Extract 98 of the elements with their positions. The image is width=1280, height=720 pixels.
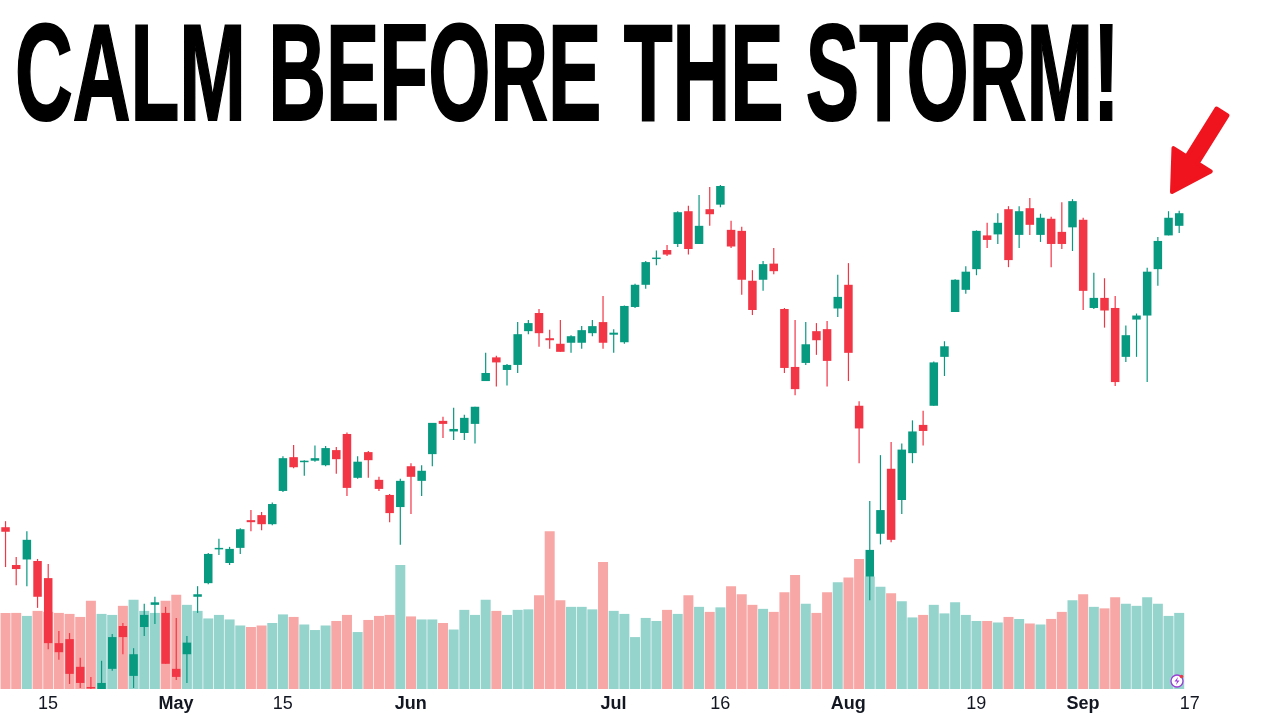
candlestick xyxy=(481,352,490,382)
candlestick xyxy=(310,444,320,463)
candlestick xyxy=(918,410,928,447)
candlestick xyxy=(11,556,21,586)
bar xyxy=(672,613,683,689)
candlestick xyxy=(1025,197,1035,236)
candlestick xyxy=(225,546,234,566)
bar xyxy=(758,608,769,689)
x-tick-label: 16 xyxy=(710,693,731,713)
candlestick xyxy=(492,355,501,388)
x-tick-label: Aug xyxy=(830,693,866,713)
candlestick xyxy=(641,260,650,290)
candlestick xyxy=(353,455,362,480)
bar xyxy=(982,620,993,689)
bar xyxy=(405,616,416,689)
x-tick-label: 19 xyxy=(966,693,987,713)
bar xyxy=(715,607,726,689)
candlestick xyxy=(268,501,277,526)
bar xyxy=(1014,618,1025,689)
bar xyxy=(800,603,811,689)
bar xyxy=(598,561,609,689)
candlestick xyxy=(1,520,10,568)
bar xyxy=(704,611,715,689)
candlestick xyxy=(1036,213,1045,243)
candlestick xyxy=(236,527,245,555)
candlestick xyxy=(982,222,992,249)
bar xyxy=(1088,606,1099,689)
bar xyxy=(395,565,406,689)
candlestick xyxy=(385,493,394,523)
bar xyxy=(918,614,929,689)
x-tick-label: Jun xyxy=(394,693,427,713)
candlestick xyxy=(790,319,800,396)
candlestick xyxy=(1121,325,1131,363)
candlestick xyxy=(609,328,618,354)
candlestick xyxy=(854,400,864,464)
candlestick xyxy=(1132,312,1141,358)
candlestick xyxy=(716,185,725,208)
candlestick xyxy=(22,530,32,587)
bar xyxy=(683,595,694,689)
chart-title: CALM BEFORE THE STORM! xyxy=(15,0,1120,149)
bar xyxy=(352,632,363,689)
bar xyxy=(491,610,502,689)
candlestick xyxy=(556,319,565,353)
candlestick xyxy=(470,406,480,445)
candlestick xyxy=(694,194,704,245)
candlestick xyxy=(726,220,736,249)
candlestick xyxy=(460,414,469,441)
bar xyxy=(694,606,705,689)
bar xyxy=(832,582,843,689)
candlestick xyxy=(1164,210,1173,236)
candlestick xyxy=(812,322,821,356)
bar xyxy=(1024,623,1035,689)
candlestick xyxy=(332,446,341,475)
candlestick xyxy=(566,334,576,354)
bar xyxy=(1078,594,1089,689)
candlestick xyxy=(801,321,811,366)
bar xyxy=(1003,616,1014,689)
candlestick xyxy=(769,247,778,275)
candlestick xyxy=(876,454,885,545)
x-tick-label: 15 xyxy=(272,693,293,713)
bar xyxy=(21,615,32,689)
x-tick-label: May xyxy=(158,693,194,713)
candlestick xyxy=(940,340,949,377)
candlestick xyxy=(1089,272,1099,310)
candlestick xyxy=(662,244,672,257)
candlestick xyxy=(908,419,917,464)
bar xyxy=(437,622,448,689)
candlestick xyxy=(1174,210,1184,234)
candlestick xyxy=(364,450,373,479)
candlestick xyxy=(1057,201,1067,250)
candlestick xyxy=(961,265,971,295)
x-tick-label: 15 xyxy=(38,693,59,713)
candlestick xyxy=(758,260,768,292)
x-tick-label: Sep xyxy=(1066,693,1100,713)
bar xyxy=(288,616,299,689)
candlestick xyxy=(246,509,256,532)
candlestick xyxy=(406,462,416,515)
candlestick xyxy=(1014,205,1024,249)
candlestick xyxy=(417,464,426,497)
bar xyxy=(1035,624,1046,689)
candlestick xyxy=(1100,277,1109,329)
candlestick xyxy=(321,445,330,467)
candlestick xyxy=(534,308,544,348)
bar xyxy=(992,622,1003,689)
bar xyxy=(1067,600,1078,689)
bar xyxy=(662,609,673,689)
candlestick xyxy=(438,416,448,439)
candlestick xyxy=(630,283,640,309)
candlestick xyxy=(289,444,298,469)
candlestick xyxy=(577,325,586,350)
candlestick xyxy=(545,329,554,350)
candlestick xyxy=(598,295,608,350)
x-tick-label: 17 xyxy=(1179,693,1200,713)
x-tick-label: Jul xyxy=(600,693,627,713)
bar xyxy=(886,593,897,689)
candlestick xyxy=(257,511,266,531)
candlestick xyxy=(705,186,714,227)
candlestick xyxy=(502,363,512,387)
